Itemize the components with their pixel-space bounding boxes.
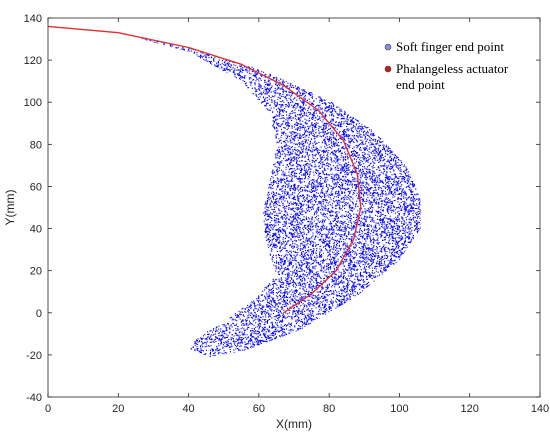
x-tick-label: 40	[182, 403, 194, 415]
legend-marker-soft-finger	[384, 43, 392, 51]
x-tick-label: 0	[45, 403, 51, 415]
y-tick-label: 140	[24, 13, 42, 25]
y-tick-label: 80	[30, 139, 42, 151]
legend: Soft finger end point Phalangeless actua…	[384, 39, 512, 92]
x-tick-label: 20	[112, 403, 124, 415]
x-tick-label: 80	[323, 403, 335, 415]
x-axis-label: X(mm)	[276, 417, 312, 431]
y-axis-label: Y(mm)	[3, 190, 17, 226]
actuator-line-layer	[47, 25, 362, 314]
scatter-cloud-body	[142, 38, 421, 357]
y-tick-label: -40	[26, 392, 42, 404]
legend-label-soft-finger: Soft finger end point	[396, 39, 504, 54]
y-tick-label: 40	[30, 224, 42, 236]
y-tick-label: 20	[30, 266, 42, 278]
legend-label-actuator-line-2: end point	[396, 77, 445, 92]
x-tick-label: 60	[253, 403, 265, 415]
plot-frame	[47, 17, 541, 398]
legend-label-actuator: Phalangeless actuator end point	[396, 61, 512, 92]
x-axis: 0 20 40 60 80 100 120 140	[45, 18, 549, 415]
x-tick-label: 100	[390, 403, 408, 415]
scatter-cloud	[142, 38, 421, 357]
y-tick-label: 120	[24, 55, 42, 67]
x-tick-label: 140	[531, 403, 549, 415]
y-tick-label: 100	[24, 97, 42, 109]
y-tick-label: -20	[26, 350, 42, 362]
y-axis: -40 -20 0 20 40 60 80 100 120 140	[24, 13, 540, 404]
soft-finger-points	[142, 38, 421, 357]
y-tick-label: 60	[30, 181, 42, 193]
y-tick-label: 0	[36, 308, 42, 320]
x-tick-label: 120	[461, 403, 479, 415]
legend-label-actuator-line-1: Phalangeless actuator	[396, 61, 509, 76]
actuator-end-point-curve	[47, 25, 362, 314]
legend-marker-actuator	[384, 65, 392, 73]
